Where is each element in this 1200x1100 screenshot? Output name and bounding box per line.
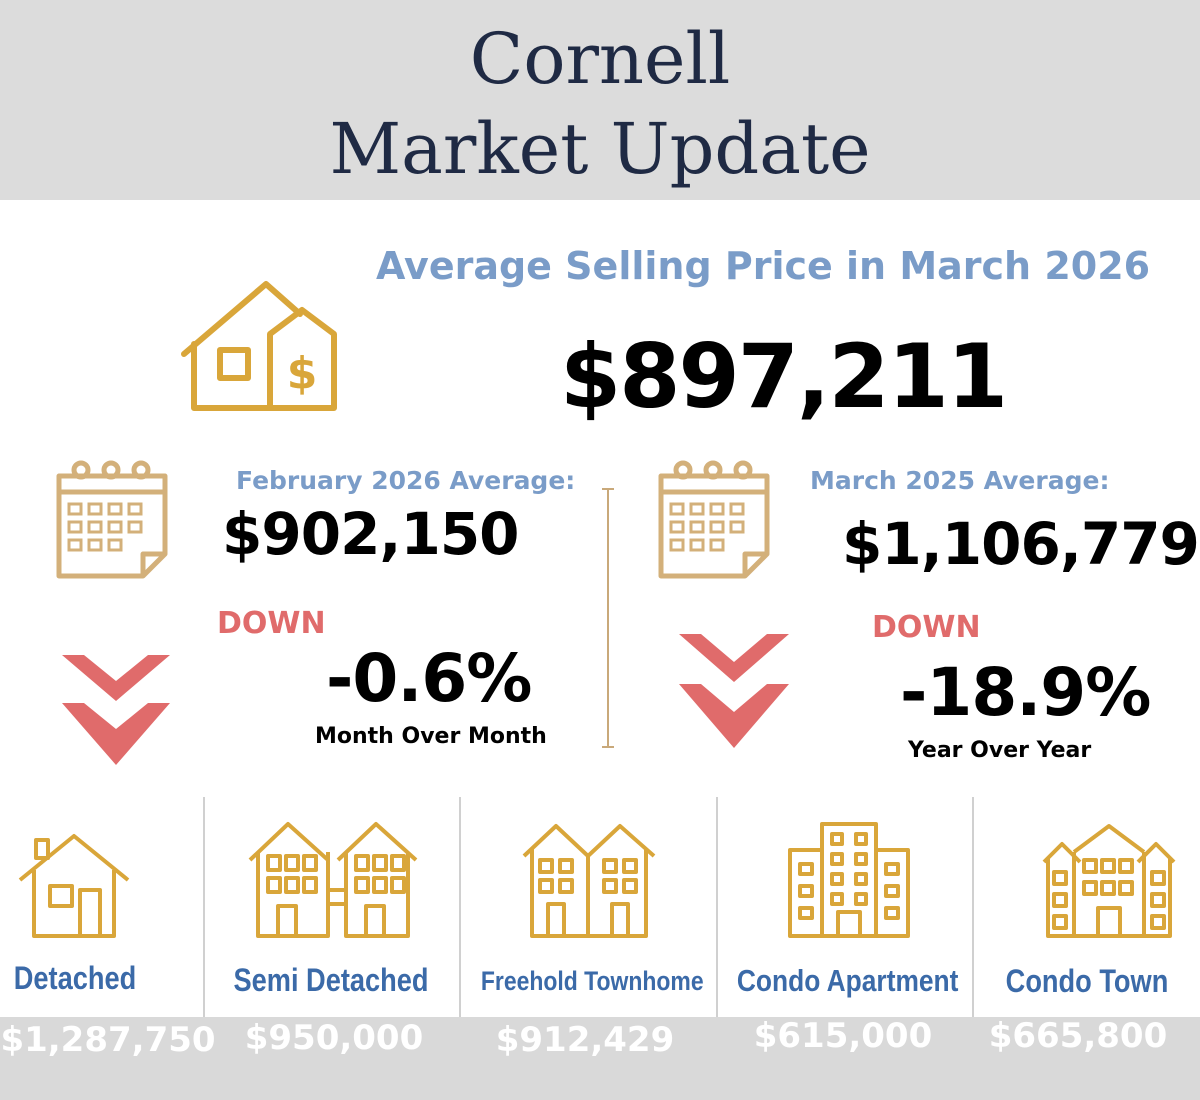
month-compare-value: $902,150	[222, 500, 520, 568]
month-compare-label: February 2026 Average:	[236, 466, 576, 495]
month-period: Month Over Month	[315, 724, 547, 749]
svg-text:$: $	[287, 348, 318, 399]
year-compare-label: March 2025 Average:	[810, 466, 1110, 495]
month-change: -0.6%	[326, 640, 532, 717]
month-direction: DOWN	[217, 606, 326, 641]
type-label-detached: Detached	[13, 960, 137, 996]
type-label-freehold-townhome: Freehold Townhome	[480, 966, 704, 996]
type-price-detached: $1,287,750	[0, 1020, 216, 1060]
subtitle: Average Selling Price in March 2026	[376, 244, 1151, 288]
calendar-icon	[658, 460, 770, 579]
double-chevron-down-icon	[62, 655, 170, 765]
type-price-condo-town: $665,800	[988, 1016, 1168, 1056]
condo-building-icon	[788, 822, 910, 938]
year-direction: DOWN	[872, 610, 981, 645]
type-price-semi-detached: $950,000	[244, 1018, 424, 1058]
page-title-line2: Market Update	[329, 108, 871, 190]
divider-cap-top	[602, 488, 614, 490]
type-price-freehold-townhome: $912,429	[495, 1020, 675, 1060]
center-divider	[607, 488, 609, 748]
column-divider	[203, 797, 205, 1017]
year-compare-value: $1,106,779	[842, 510, 1200, 578]
house-dollar-icon: $	[181, 281, 337, 411]
header-banner	[0, 0, 1200, 200]
condo-town-icon	[1042, 824, 1176, 938]
column-divider	[972, 797, 974, 1017]
average-price: $897,211	[560, 325, 1008, 428]
type-label-condo-apartment: Condo Apartment	[736, 963, 959, 998]
calendar-icon	[56, 460, 168, 579]
double-chevron-down-icon	[679, 634, 789, 748]
semi-detached-icon	[248, 822, 418, 938]
townhome-icon	[522, 824, 656, 938]
detached-house-icon	[18, 834, 130, 938]
type-price-condo-apartment: $615,000	[753, 1016, 933, 1056]
year-period: Year Over Year	[908, 738, 1092, 763]
divider-cap-bottom	[602, 746, 614, 748]
price-band	[0, 1017, 1200, 1100]
type-label-condo-town: Condo Town	[1005, 963, 1169, 999]
page-title-line1: Cornell	[469, 18, 731, 100]
year-change: -18.9%	[900, 654, 1151, 731]
type-label-semi-detached: Semi Detached	[233, 962, 429, 998]
column-divider	[716, 797, 718, 1017]
column-divider	[459, 797, 461, 1017]
